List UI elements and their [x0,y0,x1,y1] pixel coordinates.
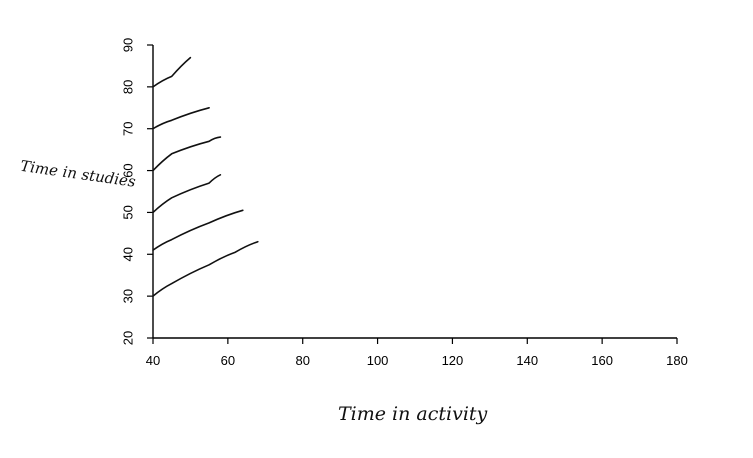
series-line [152,174,222,214]
x-tick-label: 80 [295,353,309,368]
x-axis-ticks: 40 60 80 100 120 140 160 180 [146,338,688,368]
y-tick-label: 60 [120,163,135,177]
x-tick-label: 180 [666,353,688,368]
series-line [152,56,192,88]
y-tick-label: 40 [120,247,135,261]
series-line [152,107,210,130]
x-tick-label: 160 [591,353,613,368]
y-tick-label: 70 [120,121,135,135]
series-lines [152,56,259,297]
x-tick-label: 60 [221,353,235,368]
y-tick-label: 20 [120,331,135,345]
x-tick-label: 140 [516,353,538,368]
x-tick-label: 100 [367,353,389,368]
x-tick-label: 120 [442,353,464,368]
y-tick-label: 80 [120,80,135,94]
y-axis-ticks: 20 30 40 50 60 70 80 90 [120,38,153,345]
y-tick-label: 90 [120,38,135,52]
y-tick-label: 50 [120,205,135,219]
series-line [152,136,222,172]
series-line [152,240,259,297]
series-line [152,209,244,251]
axes [152,45,677,339]
y-tick-label: 30 [120,289,135,303]
x-tick-label: 40 [146,353,160,368]
x-axis-label: Time in activity [338,403,488,425]
y-axis-label: Time in studies [19,157,137,191]
